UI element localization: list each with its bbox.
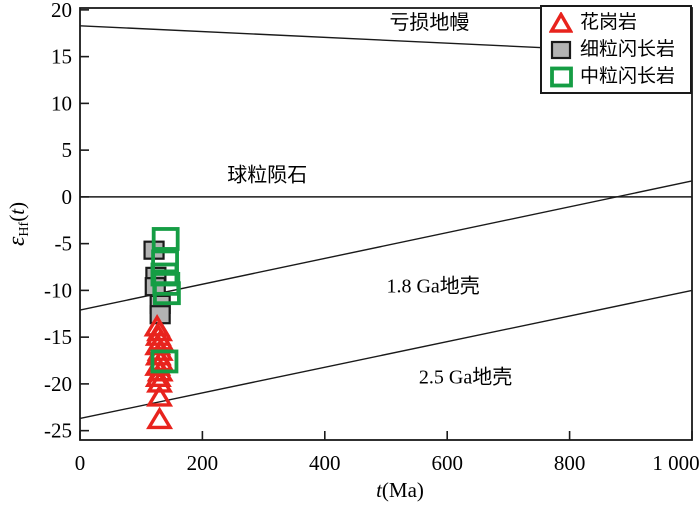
data-point — [153, 281, 181, 306]
y-tick-label: -20 — [44, 372, 72, 396]
y-tick-label: -10 — [44, 278, 72, 302]
crust-2.5ga-line — [79, 289, 693, 420]
x-tick-label: 200 — [187, 451, 219, 475]
legend: 花岗岩 细粒闪长岩 中粒闪长岩 — [540, 5, 692, 94]
y-axis-title: εHf(t) — [4, 202, 32, 246]
y-tick-label: 15 — [51, 45, 72, 69]
data-point — [146, 370, 174, 393]
x-tick-label: 600 — [431, 451, 463, 475]
crust-1.8ga-line — [79, 180, 693, 311]
legend-item-medium-diorite: 中粒闪长岩 — [549, 64, 690, 90]
y-tick-label: -5 — [55, 232, 73, 256]
x-tick-label: 800 — [554, 451, 586, 475]
square-filled-icon — [550, 40, 572, 59]
legend-label-fine-diorite: 细粒闪长岩 — [580, 39, 676, 60]
plot-frame — [79, 7, 693, 441]
data-point — [146, 406, 174, 430]
y-tick-label: 0 — [62, 185, 73, 209]
chondrite-label: 球粒陨石 — [227, 163, 307, 186]
legend-item-fine-diorite: 细粒闪长岩 — [549, 37, 690, 63]
x-axis-title: t(Ma) — [376, 478, 424, 502]
crust-1.8ga-label: 1.8 Ga地壳 — [386, 275, 479, 298]
legend-label-medium-diorite: 中粒闪长岩 — [580, 66, 676, 87]
data-point — [151, 249, 179, 274]
triangle-open-icon — [549, 11, 573, 33]
crust-2.5ga-label: 2.5 Ga地壳 — [419, 365, 512, 388]
legend-item-granite: 花岗岩 — [549, 10, 690, 36]
data-point — [144, 364, 172, 388]
y-tick-label: 10 — [51, 91, 72, 115]
x-tick-label: 400 — [309, 451, 341, 475]
y-tick-label: -25 — [44, 419, 72, 443]
legend-label-granite: 花岗岩 — [580, 12, 638, 33]
y-tick-label: -15 — [44, 325, 72, 349]
depleted-mantle-label: 亏损地幔 — [389, 11, 469, 34]
square-open-icon — [550, 66, 573, 87]
series-square-open — [150, 227, 181, 374]
x-tick-label: 0 — [75, 451, 86, 475]
y-tick-label: 5 — [62, 138, 73, 162]
series-triangle-open — [143, 314, 175, 430]
data-point — [151, 227, 180, 251]
x-tick-label: 1 000 — [652, 451, 699, 475]
data-point — [150, 349, 179, 374]
data-point — [146, 384, 174, 407]
y-tick-label: 20 — [51, 0, 72, 22]
